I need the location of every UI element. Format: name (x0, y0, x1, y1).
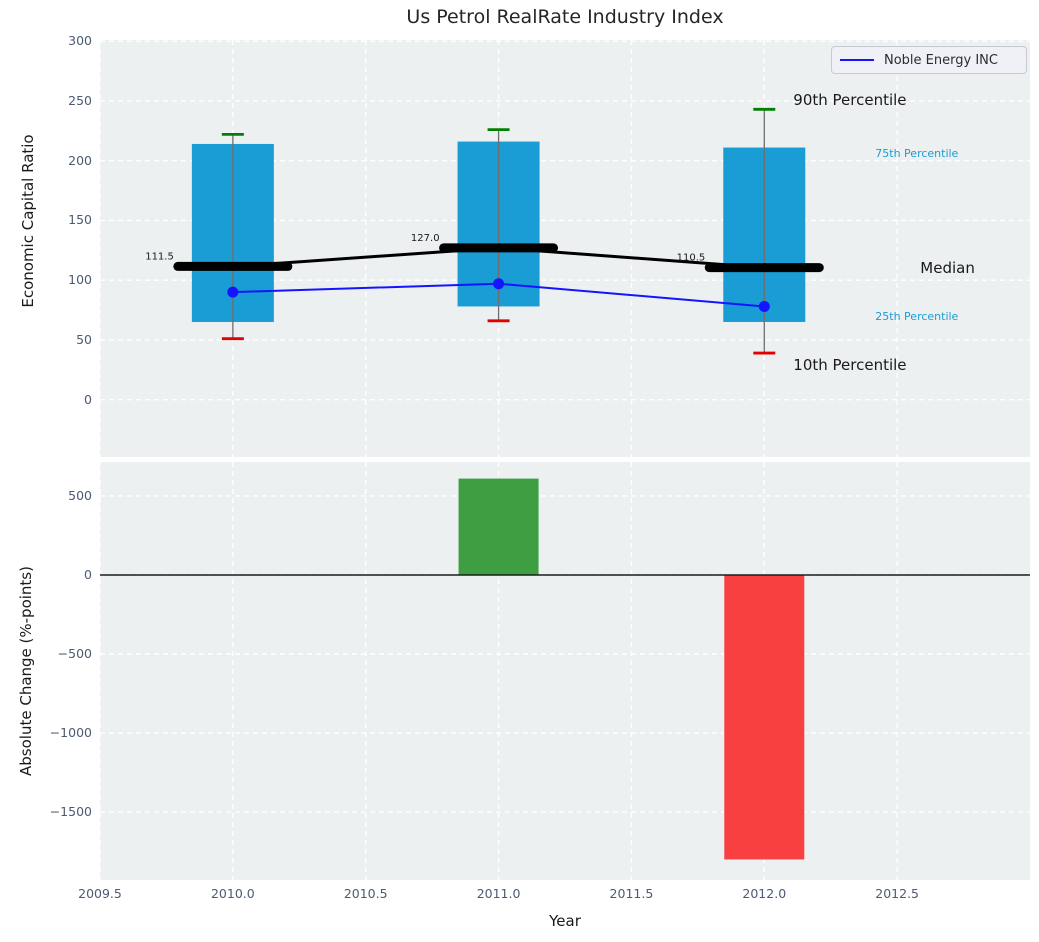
top-ytick-label: 250 (68, 92, 92, 108)
top-ytick-label: 150 (68, 212, 92, 228)
legend-label: Noble Energy INC (884, 52, 998, 68)
top-ytick-label: 300 (68, 33, 92, 49)
percentile-label-p25: 25th Percentile (875, 309, 959, 323)
bottom-ytick-label: −1000 (49, 725, 92, 741)
x-axis-label: Year (549, 912, 581, 930)
xtick-label: 2011.0 (476, 886, 521, 901)
company-point (493, 278, 505, 290)
xtick-label: 2009.5 (78, 886, 122, 901)
top-ytick-label: 100 (68, 272, 92, 288)
positive-change-bar (458, 478, 539, 575)
median-value-annotation: 110.5 (677, 253, 706, 264)
negative-change-bar (724, 574, 805, 860)
xtick-label: 2010.5 (343, 886, 388, 901)
top-ytick-label: 50 (76, 331, 92, 347)
legend: Noble Energy INC (831, 46, 1027, 74)
legend-line-sample (840, 59, 874, 61)
bottom-plot-svg (100, 462, 1030, 880)
top-plot-svg: 111.5 127.0 110.5 (100, 40, 1030, 457)
median-value-annotation: 111.5 (145, 251, 174, 262)
bottom-plot-area (100, 462, 1030, 880)
top-ytick-label: 200 (68, 152, 92, 168)
xtick-label: 2012.5 (875, 886, 920, 901)
top-ytick-label: 0 (84, 391, 92, 407)
xtick-label: 2012.0 (742, 886, 787, 901)
bottom-ytick-label: 500 (68, 487, 92, 503)
percentile-label-p10: 10th Percentile (793, 356, 907, 375)
bottom-ytick-label: 0 (84, 566, 92, 582)
bottom-ytick-label: −1500 (49, 804, 92, 820)
company-point (227, 286, 239, 298)
xtick-label: 2010.0 (210, 886, 255, 901)
company-point (758, 300, 770, 312)
xtick-label: 2011.5 (609, 886, 654, 901)
percentile-label-median: Median (920, 258, 975, 277)
median-value-annotation: 127.0 (411, 233, 440, 244)
chart-title: Us Petrol RealRate Industry Index (406, 6, 724, 28)
top-plot-area: 111.5 127.0 110.5 (100, 40, 1030, 457)
percentile-label-p90: 90th Percentile (793, 91, 907, 110)
bottom-ytick-label: −500 (57, 646, 92, 661)
bottom-y-axis-label: Absolute Change (%-points) (17, 566, 35, 776)
percentile-label-p75: 75th Percentile (875, 146, 959, 160)
